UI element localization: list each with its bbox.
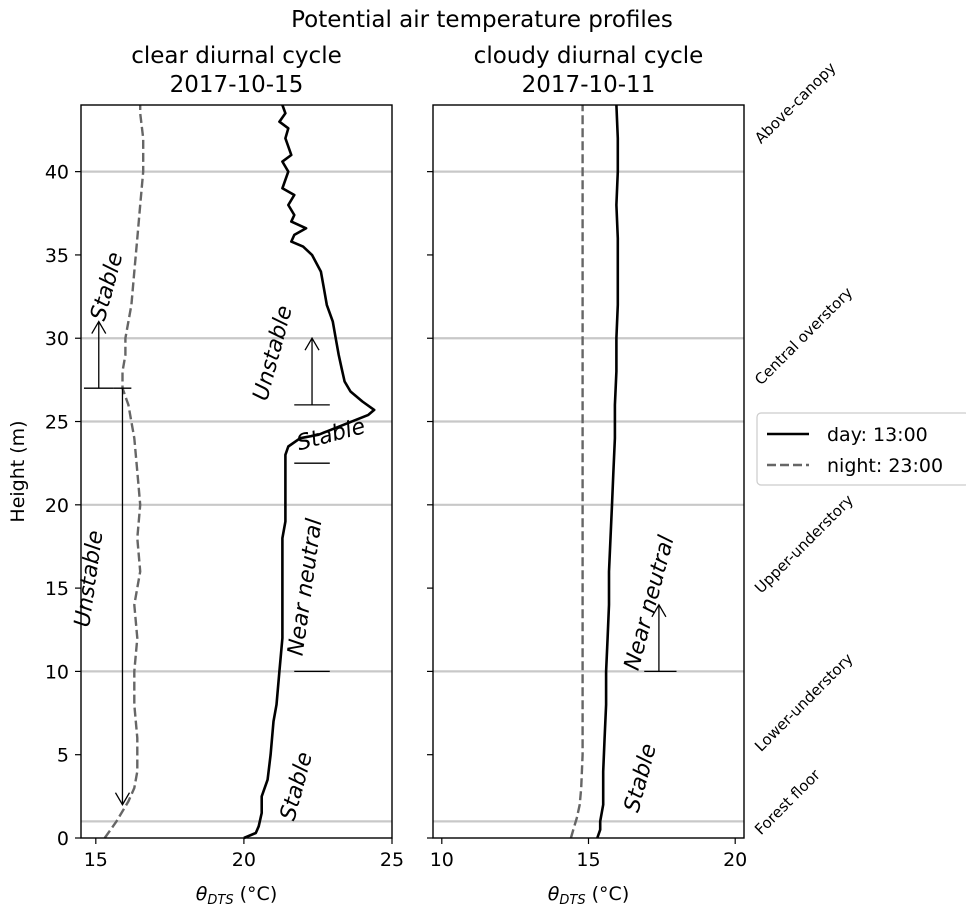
x-axis-label: θDTS (°C)	[548, 883, 629, 908]
annotation-arrowhead	[91, 320, 107, 334]
zone-label: Lower-understory	[751, 650, 857, 756]
series-line-day	[243, 104, 376, 840]
x-tick-label: 20	[232, 849, 256, 871]
annotation-label: Unstable	[249, 303, 298, 403]
panel-subtitle: 2017-10-15	[170, 72, 304, 98]
annotation-label: Stable	[276, 749, 318, 823]
zone-label: Above-canopy	[751, 59, 839, 147]
y-tick-label: 15	[45, 578, 69, 600]
zone-label: Forest floor	[751, 765, 824, 838]
zone-label: Central overstory	[751, 283, 856, 388]
y-axis-label: Height (m)	[7, 420, 29, 522]
x-axis-label: θDTS (°C)	[196, 883, 277, 908]
series-line-night	[103, 105, 145, 839]
series-line-night	[569, 105, 584, 839]
panel-2: Near neutral Stable 10 15 20 cloudy diurnal c…	[427, 43, 747, 908]
x-tick-label: 10	[430, 849, 454, 871]
y-tick-label: 35	[45, 245, 69, 267]
figure-suptitle: Potential air temperature profiles	[291, 7, 673, 33]
annotation-label: Stable	[620, 741, 662, 815]
annotation-arrowhead	[114, 792, 131, 806]
x-axis-label-subscript: DTS	[559, 893, 585, 908]
y-tick-label: 40	[45, 162, 69, 184]
x-tick-label: 15	[84, 849, 108, 871]
panel-title: cloudy diurnal cycle	[474, 43, 704, 69]
x-axis-label-symbol: θ	[548, 883, 560, 905]
x-axis-label-unit: (°C)	[586, 883, 630, 905]
y-tick-label: 30	[45, 328, 69, 350]
annotation-label: Stable	[86, 250, 128, 324]
y-tick-label: 25	[45, 412, 69, 434]
x-axis-label-unit: (°C)	[234, 883, 278, 905]
series-line-day	[596, 104, 620, 839]
y-tick-label: 10	[45, 661, 69, 683]
legend-label: night: 23:00	[827, 455, 943, 477]
x-tick-label: 25	[380, 849, 404, 871]
panel-title: clear diurnal cycle	[131, 43, 341, 69]
annotation-label: Near neutral	[620, 533, 680, 673]
panel-subtitle: 2017-10-11	[522, 72, 656, 98]
panel-1: Stable Unstable Unstable Stable Near neutral…	[7, 43, 404, 908]
annotation-label: Unstable	[70, 529, 108, 629]
legend-box	[756, 412, 966, 486]
axes-frame	[80, 104, 393, 839]
annotation-arrowhead	[304, 336, 320, 351]
x-tick-label: 20	[723, 849, 747, 871]
x-axis-label-symbol: θ	[196, 883, 208, 905]
axes-frame	[432, 104, 745, 839]
annotation-arrowhead	[651, 603, 667, 618]
annotation-label: Near neutral	[284, 517, 328, 657]
zone-label: Upper-understory	[751, 491, 857, 597]
x-axis-label-subscript: DTS	[207, 893, 233, 908]
x-tick-label: 15	[576, 849, 600, 871]
legend: day: 13:00 night: 23:00	[756, 412, 966, 486]
y-tick-label: 0	[57, 828, 69, 850]
legend-label: day: 13:00	[827, 424, 928, 446]
y-tick-label: 20	[45, 495, 69, 517]
y-tick-label: 5	[57, 745, 69, 767]
